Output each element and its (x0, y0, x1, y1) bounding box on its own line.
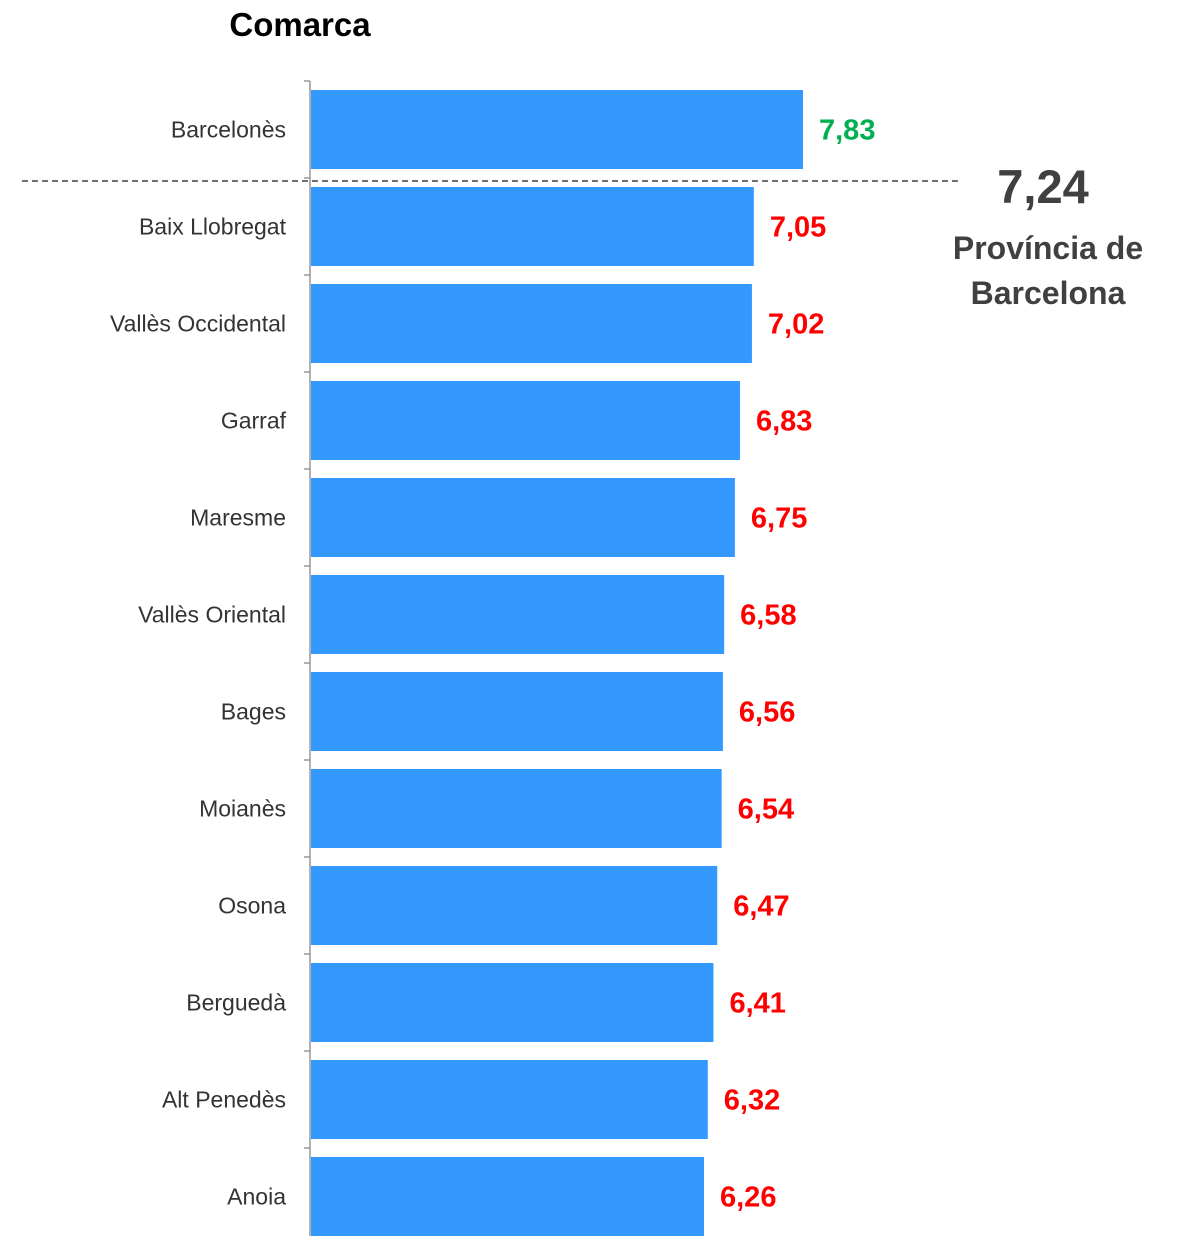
bar (311, 1060, 708, 1139)
bars: Barcelonès 7,83 Baix Llobregat 7,05 Vallès O… (110, 90, 875, 1236)
category-label: Berguedà (186, 990, 286, 1016)
bar (311, 769, 722, 848)
bar (311, 187, 754, 266)
bar (311, 381, 740, 460)
category-label: Maresme (190, 505, 286, 531)
category-label: Alt Penedès (162, 1087, 286, 1113)
y-axis (304, 80, 311, 1236)
value-label: 7,05 (770, 212, 826, 244)
bar (311, 1157, 704, 1236)
value-label: 6,83 (756, 406, 812, 438)
reference-label-line-1: Província de (953, 230, 1143, 266)
value-label: 6,26 (720, 1182, 776, 1214)
category-label: Garraf (221, 408, 287, 434)
value-label: 6,41 (729, 988, 785, 1020)
value-label: 6,54 (738, 794, 794, 826)
value-label: 6,58 (740, 600, 796, 632)
category-label: Vallès Occidental (110, 311, 286, 337)
bar (311, 284, 752, 363)
bar (311, 478, 735, 557)
value-label: 6,75 (751, 503, 807, 535)
bar (311, 90, 803, 169)
category-label: Vallès Oriental (138, 602, 286, 628)
bar (311, 866, 718, 945)
reference-value: 7,24 (997, 160, 1088, 213)
chart-title: Comarca (229, 6, 371, 43)
value-label: 6,47 (733, 891, 789, 923)
bar (311, 672, 723, 751)
category-label: Barcelonès (171, 117, 286, 143)
category-label: Baix Llobregat (139, 214, 287, 240)
value-label: 7,83 (819, 115, 875, 147)
category-label: Osona (218, 893, 286, 919)
bar (311, 963, 714, 1042)
category-label: Moianès (199, 796, 286, 822)
value-label: 6,56 (739, 697, 795, 729)
category-label: Anoia (227, 1184, 286, 1210)
category-label: Bages (221, 699, 286, 725)
bar (311, 575, 725, 654)
value-label: 7,02 (768, 309, 824, 341)
reference-label-line-2: Barcelona (971, 275, 1126, 311)
value-label: 6,32 (724, 1085, 780, 1117)
